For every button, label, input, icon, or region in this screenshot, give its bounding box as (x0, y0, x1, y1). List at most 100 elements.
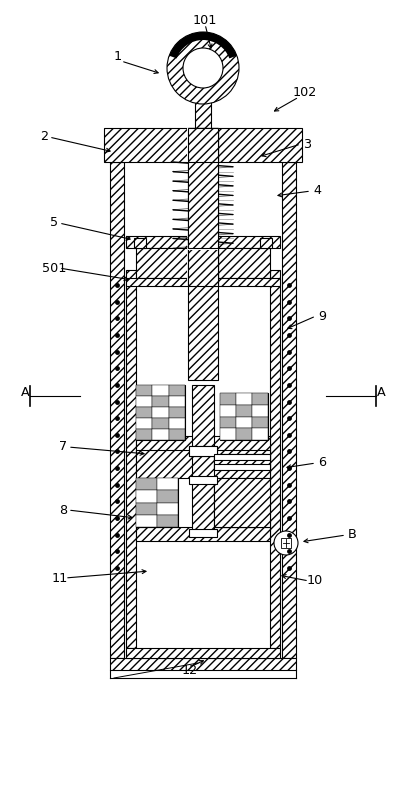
Bar (126, 236, 279, 248)
Bar (126, 278, 279, 286)
Bar (235, 393, 252, 405)
Bar (220, 393, 267, 440)
Bar (136, 407, 152, 418)
Circle shape (166, 32, 239, 104)
Bar (110, 658, 295, 670)
Text: 1: 1 (114, 51, 122, 63)
Bar (192, 385, 213, 478)
Bar (213, 478, 269, 527)
Bar (252, 417, 267, 428)
Bar (136, 396, 152, 407)
Bar (126, 648, 279, 658)
Bar (136, 478, 157, 490)
Bar (136, 248, 188, 278)
Bar (259, 238, 271, 248)
Bar (152, 385, 168, 396)
Bar (152, 418, 168, 429)
Bar (220, 428, 235, 440)
Bar (168, 407, 185, 418)
Bar (235, 417, 252, 428)
Text: 9: 9 (317, 309, 325, 323)
Bar (220, 497, 239, 512)
Bar (239, 482, 257, 497)
Bar (220, 482, 257, 527)
Text: 6: 6 (317, 456, 325, 470)
Text: 102: 102 (292, 86, 316, 100)
Bar (136, 270, 269, 648)
Bar (239, 497, 257, 512)
Bar (188, 128, 217, 162)
Text: 4: 4 (312, 184, 320, 198)
Bar (157, 502, 177, 515)
Bar (189, 476, 216, 484)
Bar (194, 100, 211, 130)
Bar (194, 128, 211, 162)
Text: 7: 7 (59, 441, 67, 453)
Bar (281, 162, 295, 658)
Bar (126, 270, 136, 648)
Bar (136, 527, 269, 541)
Bar (188, 236, 217, 286)
Bar (168, 429, 185, 440)
Bar (157, 515, 177, 527)
Bar (187, 236, 218, 286)
Bar (136, 385, 185, 440)
Bar (189, 446, 216, 456)
Bar (136, 429, 152, 440)
Bar (136, 515, 157, 527)
Bar (124, 162, 281, 658)
Bar (280, 538, 290, 548)
Text: 8: 8 (59, 504, 67, 517)
Bar (220, 405, 235, 417)
Bar (252, 428, 267, 440)
Bar (194, 128, 211, 162)
Bar (134, 238, 146, 248)
Bar (136, 502, 157, 515)
Text: A: A (21, 387, 29, 399)
Text: 12: 12 (181, 664, 198, 676)
Bar (152, 429, 168, 440)
Bar (220, 417, 235, 428)
Bar (157, 478, 177, 490)
Bar (189, 529, 216, 537)
Bar (104, 128, 301, 162)
Bar (213, 454, 269, 468)
Bar (188, 128, 217, 380)
Bar (136, 418, 152, 429)
Text: B: B (347, 528, 356, 542)
Bar (213, 454, 269, 460)
Bar (220, 482, 239, 497)
Bar (136, 490, 157, 502)
Bar (168, 385, 185, 396)
Bar (152, 396, 168, 407)
Wedge shape (169, 32, 236, 59)
Bar (269, 270, 279, 648)
Bar (136, 385, 152, 396)
Bar (239, 512, 257, 527)
Circle shape (273, 531, 297, 555)
Bar (220, 393, 235, 405)
Bar (157, 490, 177, 502)
Bar (192, 478, 213, 535)
Bar (168, 396, 185, 407)
Bar (188, 160, 217, 250)
Bar (136, 478, 177, 527)
Text: A: A (376, 387, 384, 399)
Bar (217, 248, 269, 278)
Bar (187, 128, 218, 162)
Bar (188, 128, 217, 248)
Bar (252, 393, 267, 405)
Text: 5: 5 (50, 217, 58, 229)
Text: 501: 501 (42, 262, 66, 274)
Bar (168, 418, 185, 429)
Bar (220, 512, 239, 527)
Circle shape (183, 48, 222, 88)
Bar (110, 162, 124, 658)
Text: 2: 2 (40, 131, 48, 143)
Bar (213, 464, 269, 470)
Bar (235, 428, 252, 440)
Bar (235, 405, 252, 417)
Text: 3: 3 (302, 138, 310, 150)
Bar (252, 405, 267, 417)
Bar (136, 450, 269, 478)
